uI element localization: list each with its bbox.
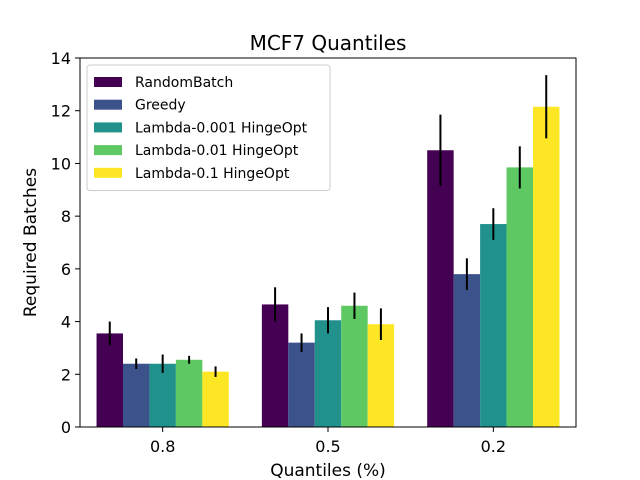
x-tick-label: 0.8	[150, 437, 175, 456]
legend-swatch	[94, 167, 122, 178]
bar-greedy-0.2	[453, 274, 481, 427]
legend-entry: RandomBatch	[135, 75, 233, 91]
bar-lambda-0-01-hingeopt-0.5	[341, 305, 368, 427]
y-tick-label: 2	[61, 365, 71, 384]
x-axis-label: Quantiles (%)	[270, 461, 386, 480]
bar-lambda-0-01-hingeopt-0.8	[175, 359, 203, 427]
axes-layer: 0 2 4 6 8 10 12 14 0.8 0.5 0.2	[51, 49, 577, 456]
bar-greedy-0.5	[288, 342, 315, 427]
bars-layer	[96, 75, 560, 427]
bar-lambda-0-01-hingeopt-0.2	[506, 167, 534, 427]
legend-swatch	[94, 99, 122, 110]
y-tick-label: 10	[51, 154, 71, 173]
legend-entry: Lambda-0.01 HingeOpt	[135, 143, 299, 159]
legend-box	[86, 64, 331, 191]
bar-randombatch-0.8	[96, 333, 123, 427]
y-tick-label: 0	[61, 418, 71, 437]
y-tick-label: 4	[61, 313, 71, 332]
bar-randombatch-0.5	[261, 304, 289, 427]
bar-lambda-0-1-hingeopt-0.2	[533, 106, 560, 427]
bar-lambda-0-001-hingeopt-0.8	[149, 363, 176, 427]
y-axis-label: Required Batches	[21, 168, 41, 317]
bar-lambda-0-1-hingeopt-0.5	[367, 324, 395, 427]
legend-swatch	[94, 122, 122, 133]
bar-lambda-0-001-hingeopt-0.2	[480, 224, 507, 427]
y-tick-label: 12	[51, 102, 71, 121]
legend-swatch	[94, 77, 122, 87]
bar-lambda-0-001-hingeopt-0.5	[314, 320, 342, 427]
y-tick-label: 14	[51, 49, 71, 68]
legend-entry: Lambda-0.001 HingeOpt	[135, 120, 308, 136]
bar-greedy-0.8	[122, 363, 150, 427]
y-tick-label: 8	[61, 207, 71, 226]
legend-entry: Greedy	[135, 98, 186, 114]
y-tick-label: 6	[61, 260, 71, 279]
legend-entry: Lambda-0.1 HingeOpt	[135, 166, 290, 182]
chart-title: MCF7 Quantiles	[250, 31, 407, 55]
legend: RandomBatch Greedy Lambda-0.001 HingeOpt La…	[86, 64, 331, 191]
bar-randombatch-0.2	[427, 150, 454, 427]
x-tick-label: 0.5	[315, 437, 340, 456]
legend-swatch	[94, 145, 122, 156]
x-tick-label: 0.2	[481, 437, 506, 456]
bar-lambda-0-1-hingeopt-0.8	[202, 371, 229, 427]
